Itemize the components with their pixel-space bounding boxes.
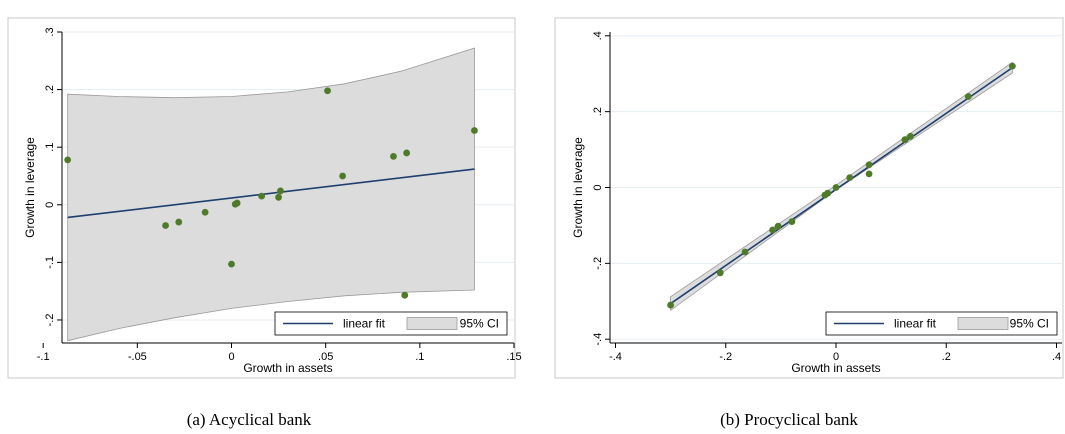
y-tick-label: -.2	[592, 257, 604, 270]
data-point	[788, 218, 796, 226]
y-tick-label: .1	[44, 143, 56, 152]
data-point	[162, 222, 169, 229]
data-point	[741, 248, 749, 256]
data-point	[1008, 62, 1016, 70]
x-tick-label: .2	[942, 351, 951, 363]
legend-ci-swatch	[406, 317, 458, 330]
data-point	[401, 291, 409, 299]
y-tick-label: 0	[44, 202, 56, 208]
data-point	[324, 87, 331, 95]
y-tick-label: .2	[44, 85, 56, 94]
data-point	[403, 149, 411, 157]
y-tick-label: 0	[592, 184, 604, 190]
data-point	[228, 260, 235, 268]
y-tick-label: -.4	[592, 333, 604, 346]
data-point	[64, 156, 72, 164]
y-tick-label: -.2	[44, 314, 56, 327]
data-point	[667, 301, 675, 309]
y-axis-title: Growth in leverage	[571, 137, 585, 238]
legend-label-ci: 95% CI	[1010, 317, 1049, 331]
y-tick-label: .4	[592, 31, 604, 40]
x-tick-label: -.1	[37, 351, 50, 363]
legend-label-fit: linear fit	[894, 317, 937, 331]
data-point	[471, 127, 478, 134]
data-point	[846, 174, 854, 182]
data-point	[901, 136, 909, 144]
x-tick-label: -.4	[609, 351, 622, 363]
data-point	[258, 192, 266, 200]
data-point	[275, 193, 282, 201]
data-point	[774, 222, 782, 230]
legend-label-fit: linear fit	[343, 317, 386, 331]
panel-caption: (b) Procyclical bank	[720, 410, 858, 429]
x-tick-label: -.05	[128, 351, 147, 363]
chart-panel-a: -.2 -.1 0 .1 .2 .3 -.1 -.05 0 .05 .1 .15 Growth in a…	[7, 17, 522, 429]
data-point	[824, 189, 832, 197]
x-tick-label: .05	[318, 351, 333, 363]
data-point	[233, 199, 241, 207]
data-point	[769, 226, 777, 234]
data-point	[907, 132, 914, 140]
y-tick-label: .2	[592, 107, 604, 116]
y-axis-title: Growth in leverage	[23, 137, 37, 238]
data-point	[832, 184, 840, 191]
data-point	[865, 170, 873, 178]
data-point	[716, 269, 724, 277]
x-tick-label: 0	[228, 351, 234, 363]
x-tick-label: .4	[1052, 351, 1061, 363]
y-tick-label: .3	[44, 27, 56, 36]
data-point	[964, 93, 972, 100]
legend-label-ci: 95% CI	[460, 317, 499, 331]
data-point	[390, 153, 397, 160]
data-point	[865, 161, 873, 169]
x-tick-label: -.2	[719, 351, 732, 363]
x-axis-title: Growth in assets	[243, 361, 332, 375]
x-axis-title: Growth in assets	[791, 361, 880, 375]
x-tick-label: .1	[415, 351, 424, 363]
fit-line	[67, 168, 475, 219]
panel-caption: (a) Acyclical bank	[187, 410, 312, 429]
data-point	[201, 208, 209, 216]
data-point	[175, 218, 183, 226]
y-tick-label: -.1	[44, 256, 56, 269]
legend-ci-swatch	[957, 317, 1009, 330]
data-point	[339, 172, 347, 180]
x-tick-label: 0	[833, 351, 839, 363]
chart-panel-b: -.4 -.2 0 .2 .4 -.4 -.2 0 .2 .4 Growth in assets Gr…	[554, 17, 1064, 429]
confidence-band	[67, 47, 475, 342]
fit-line	[670, 66, 1013, 305]
x-tick-label: .15	[506, 351, 521, 363]
data-point	[277, 187, 284, 195]
